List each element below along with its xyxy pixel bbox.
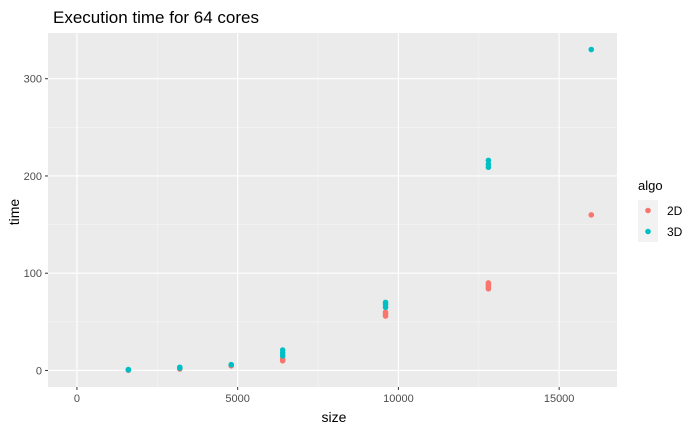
y-tick-label: 300 — [24, 74, 42, 86]
point-2d — [485, 280, 492, 286]
legend-marker-2d — [645, 207, 651, 214]
y-axis-ticks: 0 100 200 300 — [24, 74, 48, 377]
y-axis-title: time — [6, 199, 22, 226]
point-3d — [485, 157, 492, 164]
x-tick-label: 5000 — [225, 393, 249, 405]
grid-lines — [48, 33, 617, 387]
x-tick-label: 15000 — [544, 393, 575, 405]
point-3d — [588, 46, 595, 53]
point-2d — [382, 309, 389, 315]
x-tick-label: 0 — [74, 393, 80, 405]
x-axis-title: size — [322, 409, 347, 425]
x-axis-ticks: 0 5000 10000 15000 — [74, 387, 575, 405]
legend-marker-3d — [645, 228, 651, 235]
point-3d — [228, 361, 235, 368]
chart-title: Execution time for 64 cores — [53, 8, 259, 27]
point-3d — [382, 299, 389, 306]
point-3d — [485, 161, 492, 168]
point-3d — [177, 364, 183, 371]
legend-label-2d: 2D — [667, 204, 683, 218]
x-tick-label: 10000 — [383, 393, 414, 405]
data-points — [125, 46, 595, 373]
point-3d — [279, 347, 286, 353]
legend: algo 2D 3D — [638, 178, 683, 242]
legend-title: algo — [638, 178, 663, 193]
y-tick-label: 200 — [24, 171, 42, 183]
legend-label-3d: 3D — [667, 225, 683, 239]
point-3d — [125, 366, 132, 373]
y-tick-label: 0 — [36, 365, 42, 377]
point-2d — [588, 212, 595, 218]
y-tick-label: 100 — [24, 268, 42, 280]
plot-panel — [48, 33, 617, 387]
